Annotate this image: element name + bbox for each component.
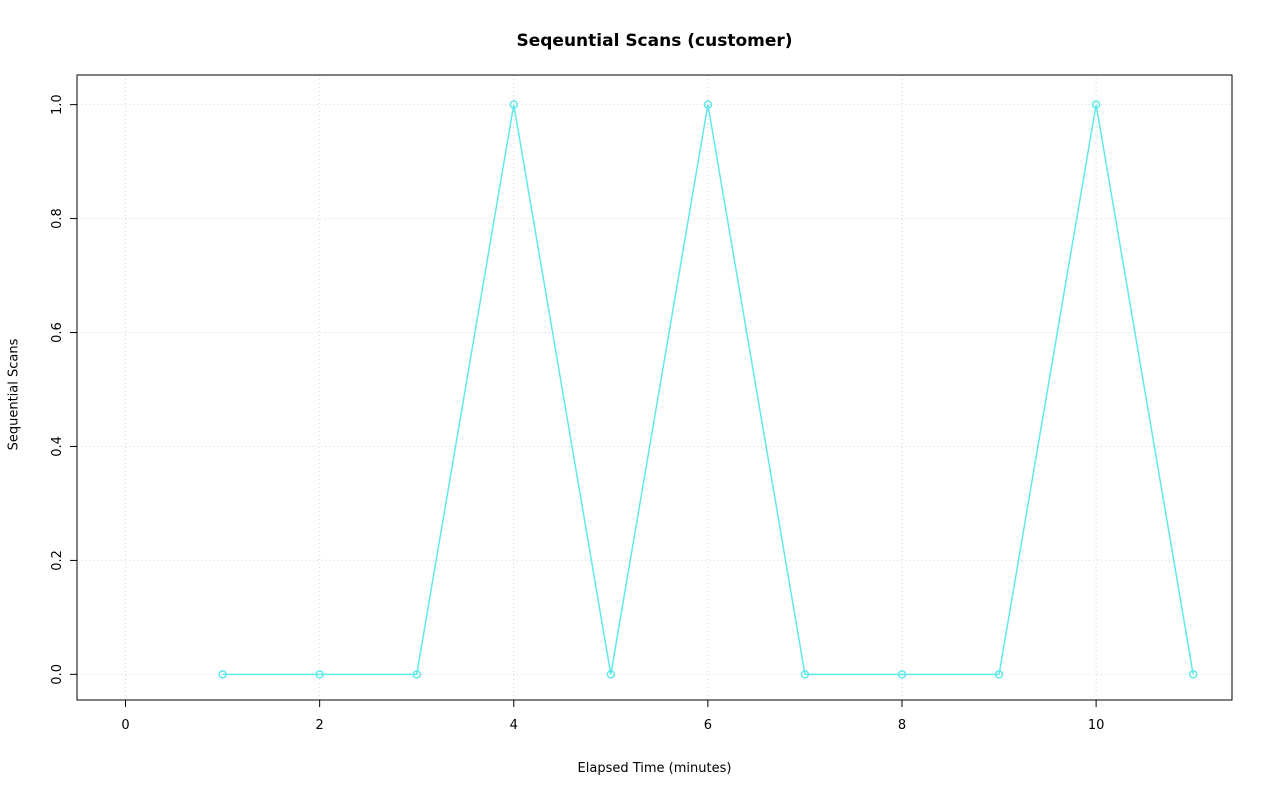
x-tick-label: 8: [898, 718, 906, 733]
x-tick-label: 2: [316, 718, 324, 733]
data-point: [703, 100, 713, 109]
data-point: [606, 670, 616, 679]
plot-box: [76, 74, 1233, 701]
data-point: [218, 670, 227, 679]
x-axis-label: Elapsed Time (minutes): [577, 761, 732, 776]
y-tick-label: 1.0: [50, 94, 65, 115]
data-point: [1091, 100, 1101, 109]
x-tick-label: 4: [510, 718, 518, 733]
data-point: [315, 670, 324, 679]
data-point: [509, 100, 519, 109]
y-tick-label: 0.6: [50, 322, 65, 343]
chart-title: Seqeuntial Scans (customer): [516, 31, 793, 51]
data-point: [1188, 670, 1198, 679]
series-line: [222, 104, 1194, 676]
x-tick-label: 0: [121, 718, 129, 733]
x-tick-label: 6: [704, 718, 712, 733]
data-point: [412, 670, 421, 679]
y-axis-label: Sequential Scans: [6, 338, 22, 451]
y-tick-label: 0.8: [50, 208, 65, 229]
data-point: [897, 670, 907, 679]
x-tick-label: 10: [1088, 718, 1105, 733]
data-point: [800, 670, 810, 679]
y-tick-label: 0.4: [50, 436, 65, 457]
data-point: [994, 670, 1004, 679]
y-tick-label: 0.0: [50, 664, 65, 685]
y-tick-label: 0.2: [50, 550, 65, 571]
